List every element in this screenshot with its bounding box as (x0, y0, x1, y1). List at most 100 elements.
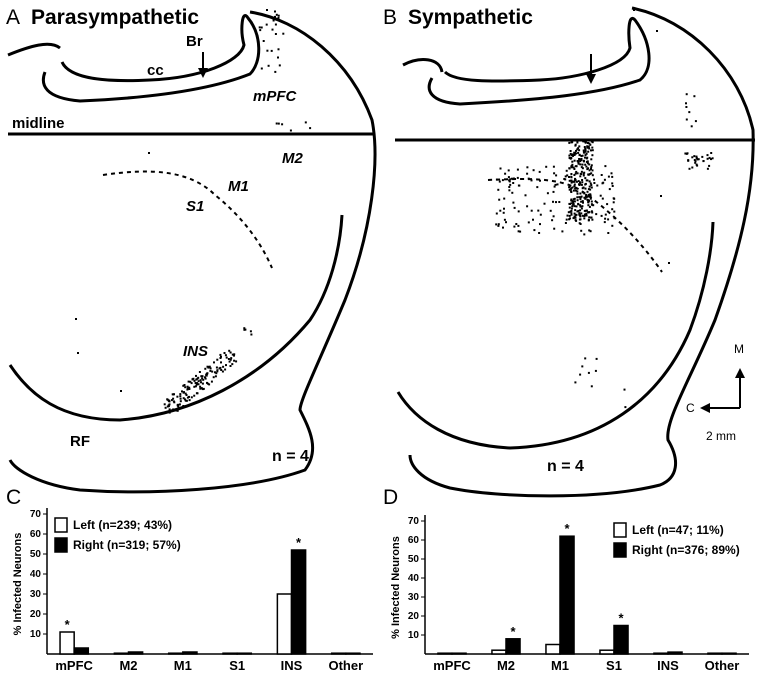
neuron-dot (576, 141, 579, 144)
neuron-dot (585, 152, 588, 155)
neuron-dot (603, 221, 606, 224)
neuron-dot (580, 166, 583, 169)
neuron-dot (201, 375, 204, 378)
neuron-dot (516, 168, 519, 171)
y-tick-label: 60 (30, 529, 42, 540)
compass-left-arrowhead (700, 403, 710, 413)
neuron-dot (200, 381, 202, 384)
neuron-dot (564, 175, 567, 178)
neuron-dot (220, 361, 222, 364)
neuron-dot (188, 399, 191, 402)
neuron-dot (591, 149, 594, 152)
neuron-dot (588, 185, 591, 188)
neuron-dot (668, 262, 670, 264)
neuron-dot (498, 180, 501, 183)
y-axis-label: % Infected Neurons (390, 536, 402, 639)
neuron-dot (580, 170, 583, 173)
neuron-dot (584, 154, 587, 157)
neuron-dot (578, 145, 581, 148)
neuron-dot (289, 129, 292, 132)
neuron-dot (218, 367, 221, 370)
neuron-dot (579, 182, 582, 185)
neuron-dot (570, 175, 573, 178)
neuron-dot (546, 192, 549, 195)
neuron-dot (573, 197, 576, 200)
neuron-dot (196, 382, 198, 385)
neuron-dot (600, 214, 603, 217)
neuron-dot (576, 160, 579, 163)
neuron-dot (579, 205, 582, 208)
neuron-dot (578, 196, 581, 199)
neuron-dot (533, 229, 536, 232)
neuron-dot (267, 64, 270, 67)
neuron-dot (584, 177, 587, 180)
br-arrowhead-b (586, 74, 596, 84)
neuron-dot (587, 150, 590, 153)
neuron-dot (577, 202, 580, 205)
neuron-dot (588, 205, 591, 208)
category-label: M1 (174, 658, 192, 673)
neuron-dot (552, 190, 555, 193)
neuron-dot (569, 217, 571, 220)
neuron-dot (590, 210, 593, 213)
bar (721, 652, 737, 655)
neuron-dot (590, 186, 593, 189)
neuron-dot (225, 356, 228, 359)
neuron-dot (571, 160, 574, 163)
label-midline: midline (12, 115, 65, 132)
significance-mark: * (564, 521, 570, 536)
neuron-dot (209, 367, 212, 370)
neuron-dot (580, 195, 583, 198)
neuron-dot (568, 214, 571, 217)
neuron-dot (587, 219, 590, 222)
neuron-dot (611, 208, 614, 211)
neuron-dot (260, 67, 263, 70)
bar (559, 535, 575, 655)
neuron-dot (604, 165, 607, 168)
panel-b: B Sympathetic M C 2 mm n = 4 (383, 6, 755, 498)
neuron-dot (697, 158, 700, 161)
bar (437, 652, 453, 655)
neuron-dot (229, 365, 232, 367)
neuron-dot (708, 164, 711, 167)
neuron-dot (212, 376, 215, 379)
neuron-dot (182, 397, 185, 400)
neuron-dot (568, 206, 571, 209)
neuron-dot (574, 172, 577, 175)
neuron-dot (595, 357, 598, 360)
neuron-dot (583, 233, 586, 236)
neuron-dot (585, 193, 588, 196)
neuron-dot (586, 190, 589, 193)
neuron-dot (589, 182, 592, 185)
neuron-dot (184, 386, 187, 389)
neuron-dot (576, 148, 579, 151)
neuron-dot (565, 169, 568, 172)
neuron-dot (685, 152, 688, 155)
neuron-dot (216, 358, 219, 361)
bar (491, 649, 507, 655)
neuron-dot (229, 358, 232, 361)
neuron-dot (570, 212, 573, 215)
neuron-dot (206, 372, 209, 375)
neuron-dot (219, 353, 222, 356)
neuron-dot (172, 400, 175, 403)
neuron-dot (590, 166, 593, 169)
neuron-dot (579, 214, 581, 217)
neuron-dot (573, 185, 576, 188)
neuron-dot (225, 364, 227, 367)
neuron-dot (687, 159, 690, 162)
neuron-dot (581, 181, 584, 184)
neuron-dot (685, 118, 688, 121)
significance-mark: * (296, 535, 302, 550)
compass-up-arrowhead (735, 368, 745, 378)
neuron-dot (579, 158, 581, 161)
y-tick-label: 70 (408, 516, 420, 527)
neuron-dot (601, 197, 604, 200)
neuron-dot (262, 40, 265, 42)
neuron-dot (202, 387, 205, 390)
neuron-dot (495, 178, 498, 181)
neuron-dot (277, 56, 279, 59)
neuron-dot (571, 186, 574, 189)
neuron-dot (582, 149, 585, 152)
neuron-dot (710, 158, 712, 161)
